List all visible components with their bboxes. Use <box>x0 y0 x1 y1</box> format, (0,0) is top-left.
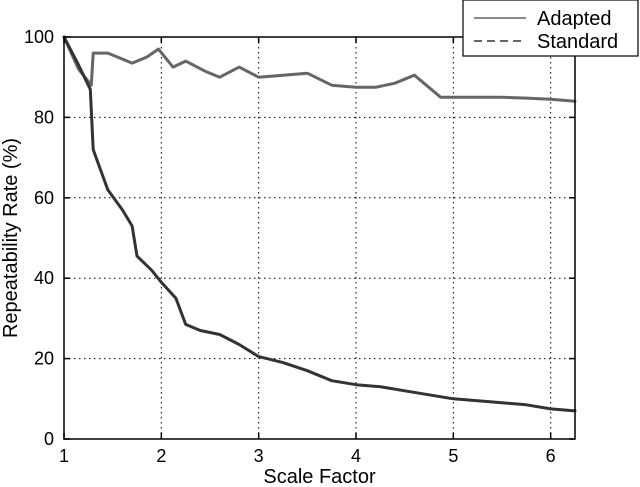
y-tick-label: 80 <box>34 107 54 127</box>
x-tick-label: 3 <box>254 446 264 466</box>
x-tick-label: 2 <box>156 446 166 466</box>
x-tick-label: 6 <box>546 446 556 466</box>
plot-frame <box>63 36 576 440</box>
y-tick-label: 60 <box>34 188 54 208</box>
grid-lines <box>64 37 575 439</box>
x-tick-label: 4 <box>351 446 361 466</box>
y-tick-label: 20 <box>34 349 54 369</box>
series-line-standard <box>62 35 577 413</box>
y-tick-label: 0 <box>44 429 54 449</box>
y-tick-label: 40 <box>34 268 54 288</box>
axis-ticks <box>63 36 575 440</box>
y-tick-label: 100 <box>24 27 54 47</box>
x-axis-label: Scale Factor <box>263 466 376 487</box>
x-tick-label: 5 <box>448 446 458 466</box>
series-line-adapted <box>62 35 577 103</box>
series-lines <box>62 35 577 413</box>
legend-box <box>462 0 639 57</box>
legend-label-standard: Standard <box>537 31 618 53</box>
legend-label-adapted: Adapted <box>537 8 612 30</box>
legend: Adapted Standard <box>462 0 639 57</box>
y-axis-label: Repeatability Rate (%) <box>0 138 22 338</box>
x-tick-label: 1 <box>59 446 69 466</box>
